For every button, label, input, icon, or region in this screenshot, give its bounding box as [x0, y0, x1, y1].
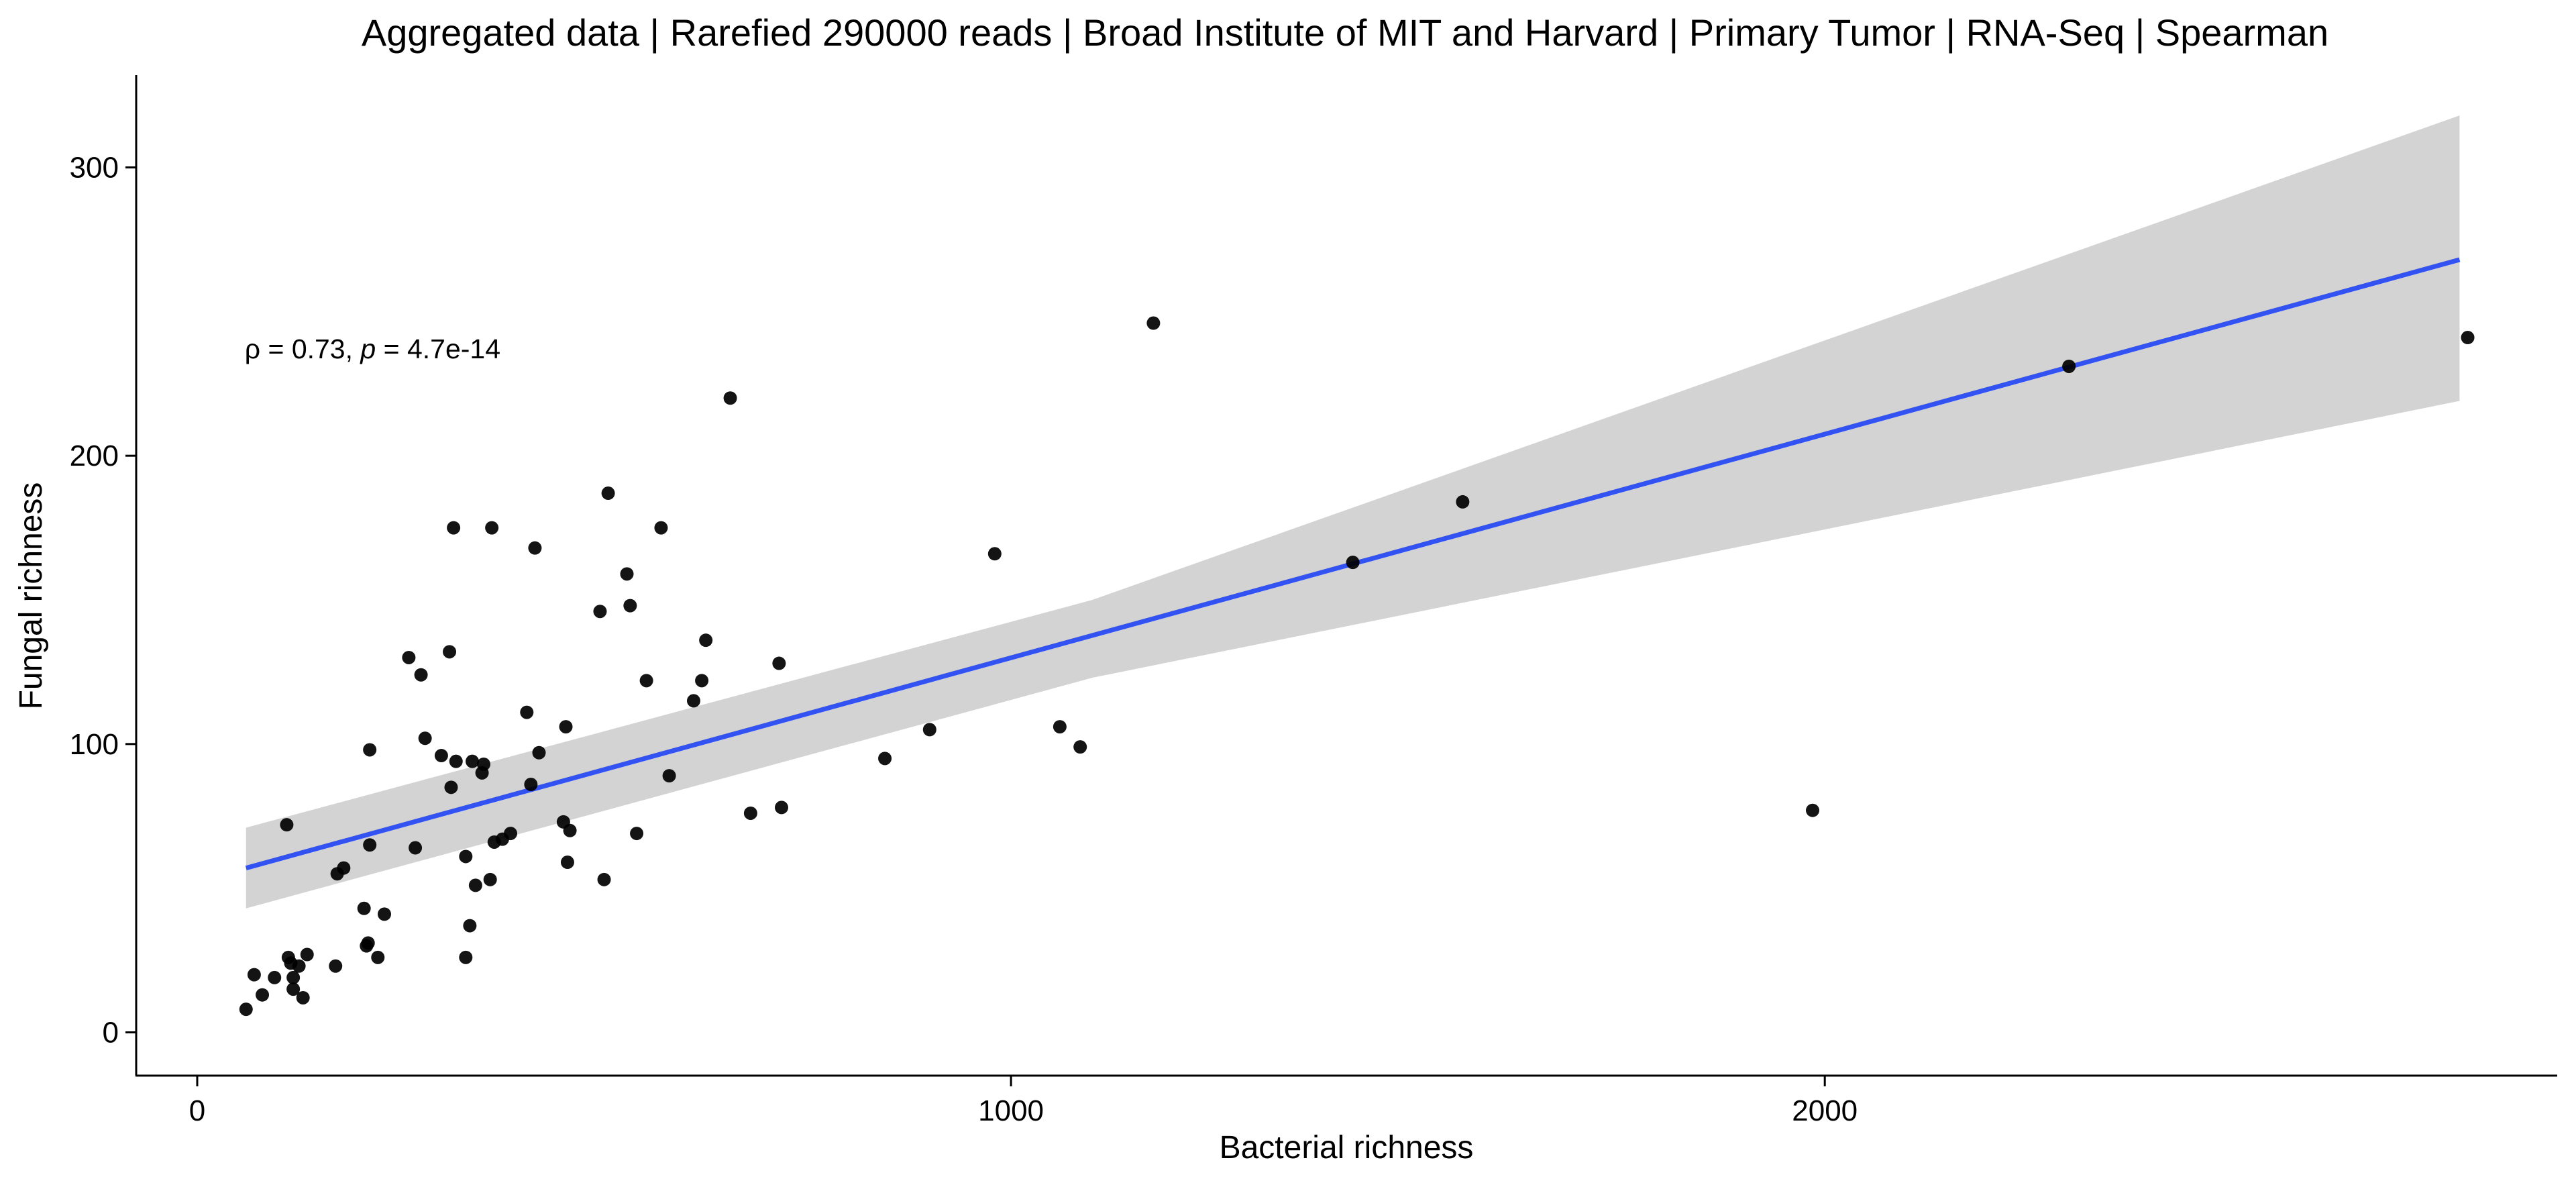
data-point — [286, 970, 301, 984]
data-point — [280, 818, 294, 832]
data-point — [686, 694, 700, 708]
data-point — [247, 968, 261, 982]
data-point — [447, 521, 461, 535]
data-point — [286, 982, 301, 996]
data-point — [2461, 331, 2475, 345]
data-point — [743, 806, 757, 820]
data-point — [1806, 803, 1820, 817]
x-tick-label: 0 — [189, 1094, 205, 1127]
data-point — [239, 1002, 253, 1017]
data-point — [414, 668, 428, 682]
data-point — [444, 780, 458, 794]
data-point — [695, 674, 709, 688]
data-point — [524, 778, 538, 792]
data-point — [1346, 556, 1360, 570]
x-axis-label: Bacterial richness — [1220, 1130, 1474, 1166]
data-point — [476, 757, 490, 771]
data-points-layer — [239, 316, 2475, 1017]
data-point — [361, 936, 375, 950]
y-axis-ticks: 0 100 200 300 — [70, 151, 136, 1049]
data-point — [377, 907, 391, 921]
data-point — [363, 743, 377, 757]
data-point — [371, 950, 385, 964]
p-value: = 4.7e-14 — [376, 333, 500, 364]
data-point — [337, 861, 351, 875]
data-point — [699, 633, 713, 648]
confidence-band-layer — [246, 115, 2460, 909]
data-point — [528, 541, 542, 555]
data-point — [532, 745, 546, 760]
data-point — [623, 599, 637, 613]
data-point — [449, 754, 463, 768]
data-point — [418, 731, 432, 745]
p-symbol: p — [359, 333, 376, 364]
data-point — [292, 959, 306, 973]
data-point — [409, 841, 423, 855]
data-point — [434, 749, 448, 763]
data-point — [329, 959, 343, 973]
x-tick-label: 2000 — [1792, 1094, 1858, 1127]
data-point — [363, 838, 377, 852]
data-point — [772, 656, 786, 670]
data-point — [639, 674, 653, 688]
data-point — [1146, 316, 1161, 330]
data-point — [630, 827, 644, 841]
y-tick-label: 200 — [70, 440, 119, 472]
data-point — [559, 720, 573, 734]
data-point — [878, 752, 892, 766]
data-point — [459, 950, 473, 964]
data-point — [504, 827, 518, 841]
data-point — [468, 878, 482, 892]
chart-title: Aggregated data | Rarefied 290000 reads … — [362, 11, 2328, 54]
data-point — [459, 849, 473, 864]
y-tick-label: 0 — [103, 1017, 119, 1049]
data-point — [593, 605, 607, 619]
confidence-band — [246, 115, 2460, 909]
x-tick-label: 1000 — [978, 1094, 1044, 1127]
data-point — [723, 391, 737, 405]
data-point — [654, 521, 668, 535]
data-point — [922, 723, 936, 737]
data-point — [662, 769, 676, 783]
data-point — [1053, 720, 1067, 734]
data-point — [2062, 359, 2076, 373]
data-point — [597, 872, 611, 886]
rho-label: ρ = 0.73, — [245, 333, 361, 364]
data-point — [466, 754, 480, 768]
data-point — [443, 645, 457, 659]
data-point — [520, 705, 534, 719]
data-point — [256, 988, 270, 1002]
data-point — [483, 872, 497, 886]
data-point — [300, 947, 314, 962]
data-point — [563, 823, 577, 837]
y-axis-label: Fungal richness — [13, 482, 49, 710]
y-tick-label: 100 — [70, 728, 119, 761]
data-point — [357, 901, 371, 915]
y-tick-label: 300 — [70, 151, 119, 184]
data-point — [620, 567, 634, 581]
data-point — [560, 856, 574, 870]
data-point — [601, 486, 615, 501]
data-point — [485, 521, 499, 535]
x-axis-ticks: 0 1000 2000 — [189, 1076, 1858, 1127]
data-point — [987, 547, 1002, 561]
data-point — [296, 990, 310, 1004]
data-point — [402, 650, 416, 664]
data-point — [268, 970, 282, 984]
data-point — [1073, 740, 1087, 754]
data-point — [463, 919, 477, 933]
correlation-annotation: ρ = 0.73, p = 4.7e-14 — [245, 333, 500, 364]
data-point — [774, 801, 788, 815]
data-point — [1456, 495, 1470, 509]
